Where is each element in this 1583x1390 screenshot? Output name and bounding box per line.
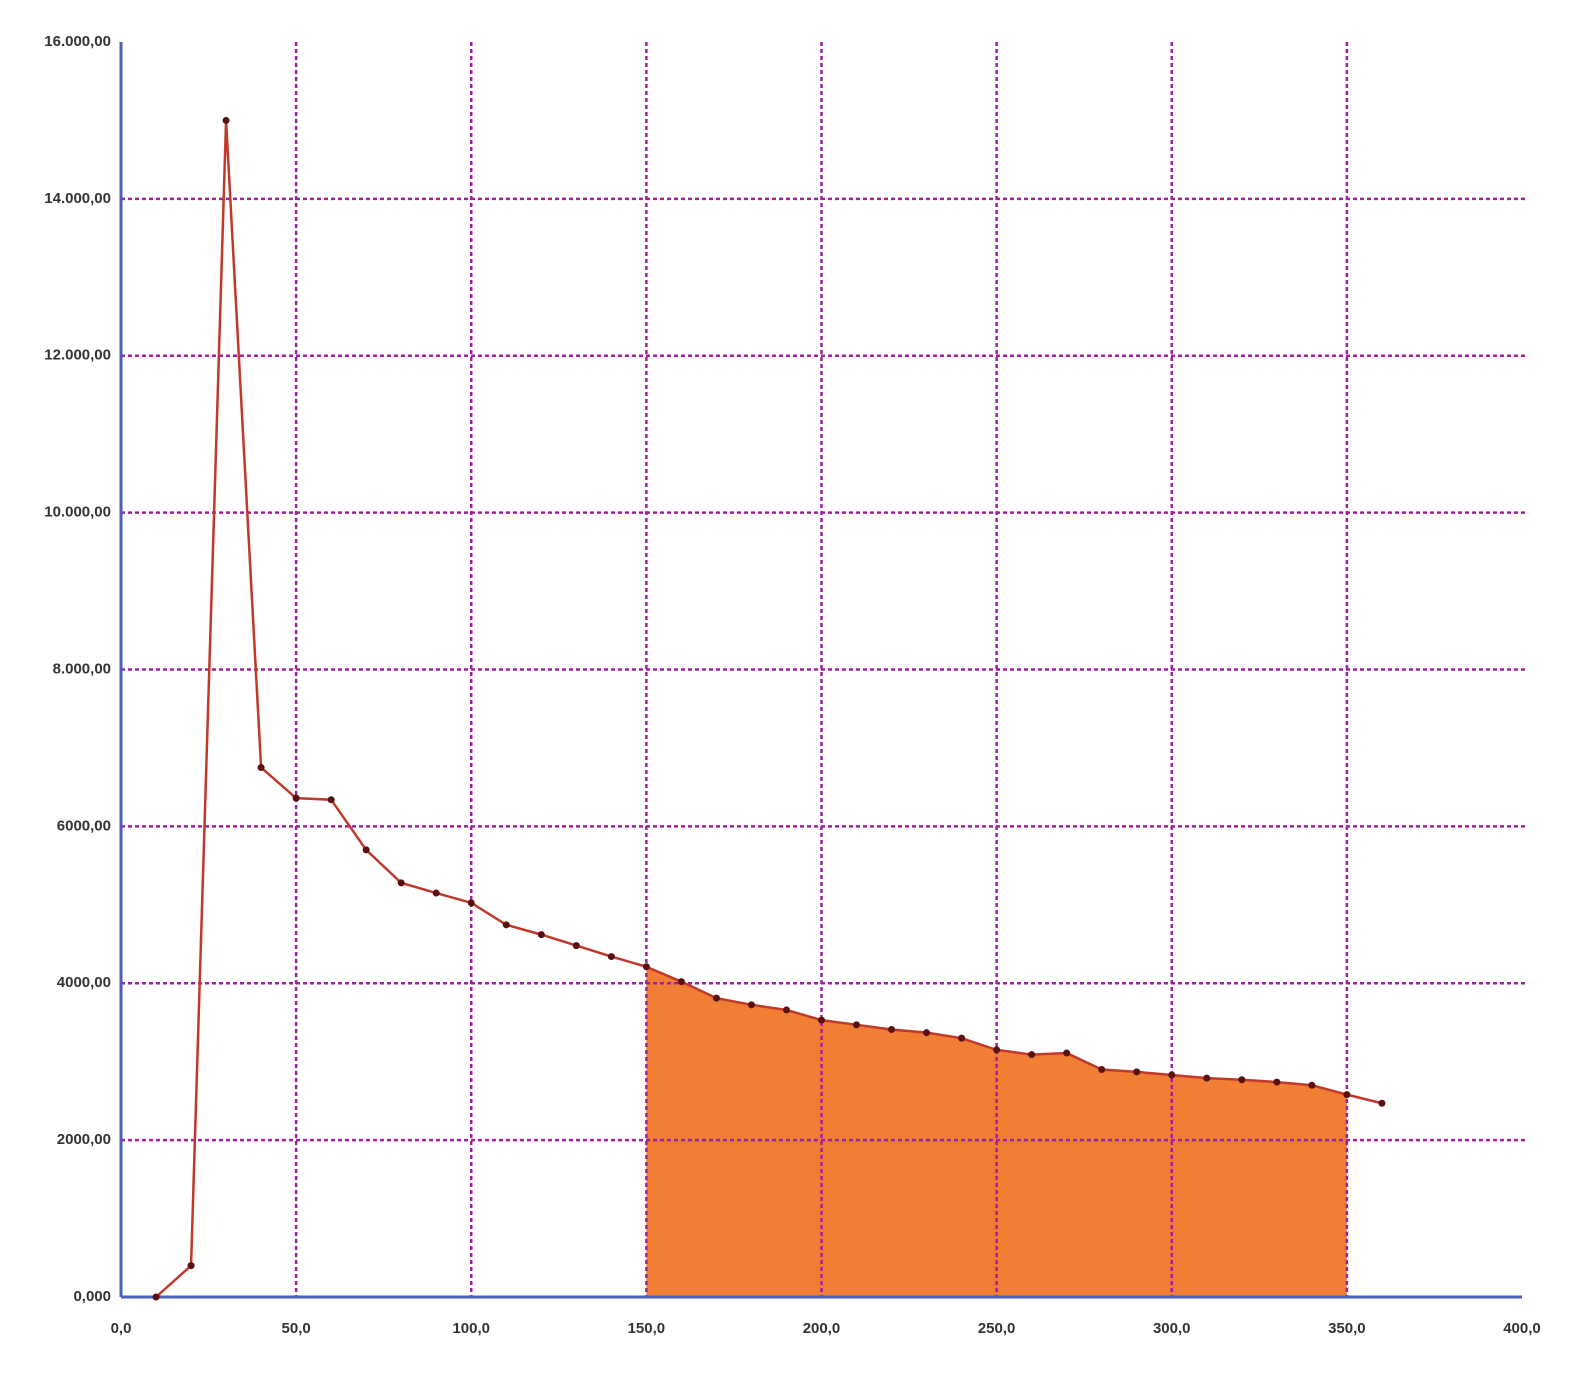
data-point	[993, 1046, 1001, 1054]
data-point	[362, 846, 370, 854]
data-line	[155, 120, 1383, 1298]
data-point	[572, 942, 580, 950]
x-tick-label: 250,0	[978, 1320, 1016, 1337]
x-tick-label: 300,0	[1153, 1320, 1191, 1337]
data-point	[1063, 1049, 1071, 1057]
data-point	[1098, 1066, 1106, 1074]
data-point	[1308, 1081, 1316, 1089]
data-point	[537, 931, 545, 939]
x-tick-label: 200,0	[803, 1320, 841, 1337]
data-point	[1133, 1068, 1141, 1076]
data-point	[642, 963, 650, 971]
y-tick-label: 2000,00	[57, 1131, 111, 1148]
data-point	[1378, 1099, 1386, 1107]
data-point	[1168, 1071, 1176, 1079]
data-point	[397, 879, 405, 887]
y-tick-label: 0,000	[73, 1288, 111, 1305]
data-point	[782, 1006, 790, 1014]
data-point	[467, 899, 475, 907]
x-tick-label: 350,0	[1328, 1320, 1366, 1337]
data-point	[923, 1029, 931, 1037]
data-point	[152, 1293, 160, 1301]
data-point	[502, 921, 510, 929]
x-tick-label: 150,0	[628, 1320, 666, 1337]
data-point	[1238, 1076, 1246, 1084]
y-tick-label: 16.000,00	[44, 33, 111, 50]
data-point	[1343, 1091, 1351, 1099]
x-tick-label: 100,0	[452, 1320, 490, 1337]
data-point	[1203, 1074, 1211, 1082]
data-point	[292, 794, 300, 802]
data-point	[818, 1016, 825, 1024]
y-tick-label: 14.000,00	[44, 190, 111, 207]
y-tick-label: 12.000,00	[44, 347, 111, 364]
data-point	[432, 889, 440, 897]
x-tick-label: 50,0	[282, 1320, 311, 1337]
data-point	[677, 978, 685, 986]
x-tick-label: 400,0	[1503, 1320, 1541, 1337]
data-point	[1273, 1078, 1281, 1086]
data-point	[607, 953, 615, 961]
y-tick-label: 6000,00	[57, 817, 111, 834]
data-point	[888, 1026, 896, 1034]
data-point	[853, 1021, 861, 1029]
x-tick-label: 0,0	[111, 1320, 132, 1337]
data-point	[187, 1262, 195, 1270]
data-point	[747, 1001, 755, 1009]
data-point	[958, 1034, 966, 1042]
data-point	[257, 764, 265, 772]
data-point	[712, 994, 720, 1002]
data-point	[222, 116, 230, 124]
y-tick-label: 4000,00	[57, 974, 111, 991]
y-tick-label: 8.000,00	[53, 660, 111, 677]
y-tick-label: 10.000,00	[44, 504, 111, 521]
data-point	[327, 796, 335, 804]
data-point	[1028, 1051, 1036, 1059]
